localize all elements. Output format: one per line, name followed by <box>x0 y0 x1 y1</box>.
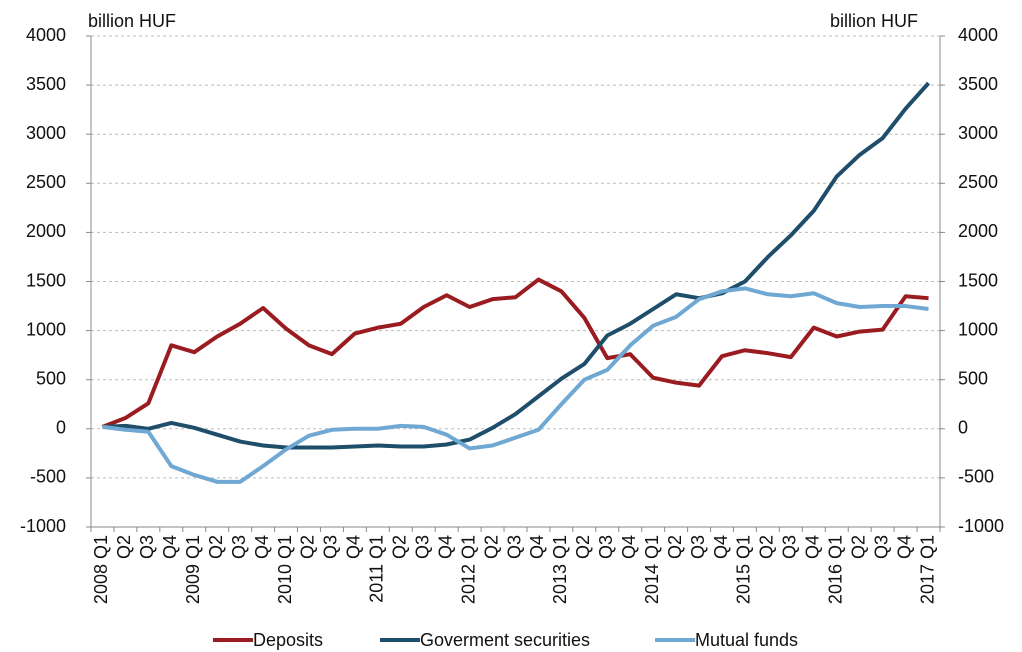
y2-axis-label: billion HUF <box>830 11 918 31</box>
x-tick-label: 2012 Q1 <box>458 535 478 604</box>
x-tick-label: 2013 Q1 <box>550 535 570 604</box>
x-tick-label: Q3 <box>137 535 157 559</box>
x-tick-label: 2011 Q1 <box>367 535 387 603</box>
y-tick-label: 500 <box>36 368 66 388</box>
y-tick-label: 2000 <box>26 221 66 241</box>
x-tick-label: Q2 <box>573 535 593 559</box>
y-axis-label: billion HUF <box>88 11 176 31</box>
y2-tick-label: 2500 <box>958 172 998 192</box>
x-tick-label: 2017 Q1 <box>917 535 937 604</box>
x-tick-label: Q4 <box>344 535 364 559</box>
x-tick-label: Q3 <box>871 535 891 559</box>
y2-tick-label: 2000 <box>958 221 998 241</box>
x-tick-label: Q2 <box>298 535 318 559</box>
x-tick-label: Q4 <box>803 535 823 559</box>
y2-tick-label: 4000 <box>958 25 998 45</box>
x-tick-label: Q3 <box>504 535 524 559</box>
x-tick-label: Q3 <box>412 535 432 559</box>
legend-label: Deposits <box>253 630 323 650</box>
x-tick-label: Q3 <box>229 535 249 559</box>
x-tick-label: Q2 <box>206 535 226 559</box>
y-tick-label: 1500 <box>26 270 66 290</box>
x-tick-label: Q4 <box>527 535 547 559</box>
y-tick-label: 3500 <box>26 74 66 94</box>
line-series <box>102 81 931 450</box>
y2-tick-label: -500 <box>958 467 994 487</box>
x-tick-label: 2010 Q1 <box>275 535 295 604</box>
y-tick-label: 0 <box>56 418 66 438</box>
legend-label: Mutual funds <box>695 630 798 650</box>
x-tick-label: Q2 <box>390 535 410 559</box>
x-tick-label: Q4 <box>160 535 180 559</box>
x-tick-label: Q3 <box>321 535 341 559</box>
y2-tick-label: 3000 <box>958 123 998 143</box>
x-tick-label: 2016 Q1 <box>825 535 845 604</box>
x-tick-label: Q3 <box>688 535 708 559</box>
x-tick-label: Q3 <box>780 535 800 559</box>
x-tick-label: Q2 <box>757 535 777 559</box>
x-tick-label: Q2 <box>114 535 134 559</box>
x-tick-label: Q2 <box>665 535 685 559</box>
x-tick-label: Q2 <box>848 535 868 559</box>
y2-tick-label: 500 <box>958 368 988 388</box>
y-tick-label: 2500 <box>26 172 66 192</box>
x-tick-label: 2009 Q1 <box>183 535 203 604</box>
y2-tick-label: -1000 <box>958 516 1004 536</box>
x-tick-label: 2008 Q1 <box>91 535 111 604</box>
x-tick-label: 2014 Q1 <box>642 535 662 604</box>
x-tick-label: Q2 <box>481 535 501 559</box>
y2-tick-label: 1500 <box>958 270 998 290</box>
x-tick-label: Q4 <box>619 535 639 559</box>
legend-label: Goverment securities <box>420 630 590 650</box>
y-tick-label: -500 <box>30 467 66 487</box>
y-tick-label: 4000 <box>26 25 66 45</box>
y2-tick-label: 0 <box>958 418 968 438</box>
x-tick-label: Q4 <box>252 535 272 559</box>
y-tick-label: 3000 <box>26 123 66 143</box>
y2-tick-label: 3500 <box>958 74 998 94</box>
x-tick-label: 2015 Q1 <box>734 535 754 604</box>
line-series <box>102 286 929 484</box>
y-tick-label: 1000 <box>26 319 66 339</box>
x-tick-label: Q4 <box>711 535 731 559</box>
x-tick-label: Q4 <box>435 535 455 559</box>
line-series <box>101 277 929 429</box>
x-tick-label: Q3 <box>596 535 616 559</box>
x-tick-label: Q4 <box>894 535 914 559</box>
y2-tick-label: 1000 <box>958 319 998 339</box>
y-tick-label: -1000 <box>20 516 66 536</box>
